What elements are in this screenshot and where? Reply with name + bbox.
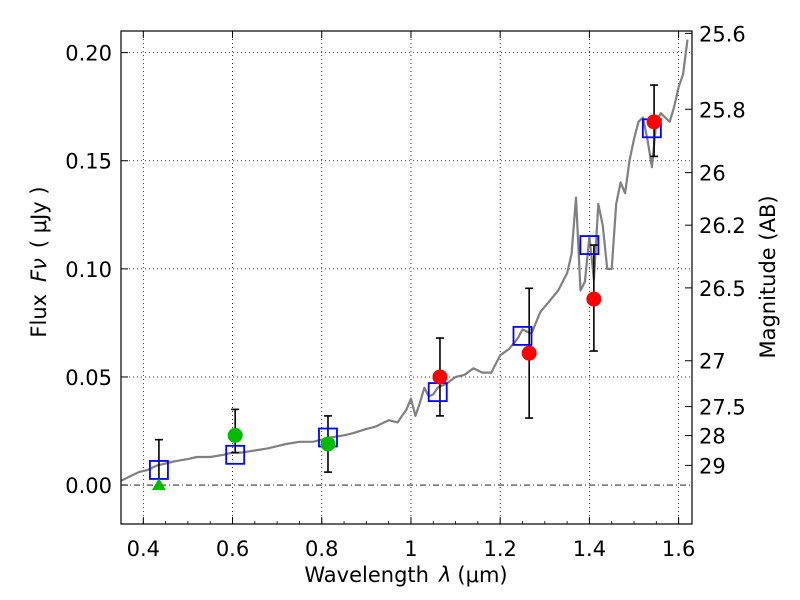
- right-tick-label: 27: [699, 350, 726, 374]
- x-tick-label: 1.6: [662, 537, 695, 561]
- right-tick-label: 27.5: [699, 396, 746, 420]
- x-tick-label: 1: [404, 537, 417, 561]
- x-tick-label: 1.4: [573, 537, 606, 561]
- observed-point: [646, 114, 662, 130]
- y-tick-label: 0.00: [65, 474, 112, 498]
- y-tick-label: 0.20: [65, 42, 112, 66]
- y-tick-label: 0.15: [65, 150, 112, 174]
- x-tick-labels: 0.4 0.6 0.8 1 1.2 1.4 1.6: [127, 537, 696, 561]
- sed-model-line: [121, 39, 689, 482]
- right-tick-label: 26.2: [699, 214, 746, 238]
- x-tick-label: 1.2: [483, 537, 516, 561]
- model-photometry-point: [225, 444, 246, 465]
- sed-model-line-group: [121, 39, 689, 482]
- grid-lines: [121, 31, 692, 524]
- right-tick-label: 28: [699, 425, 726, 449]
- observed-point: [432, 369, 448, 385]
- y-tick-label: 0.10: [65, 258, 112, 282]
- right-tick-label: 26.5: [699, 277, 746, 301]
- x-axis-title: Wavelength λ (μm): [304, 563, 507, 587]
- observed-point-triangle: [151, 478, 166, 491]
- model-photometry-point: [512, 325, 533, 346]
- right-axis-title: Magnitude (AB): [756, 195, 780, 358]
- right-tick-label: 25.6: [699, 22, 746, 46]
- x-tick-label: 0.6: [216, 537, 249, 561]
- x-tick-label: 0.4: [127, 537, 160, 561]
- y-axis-title: FluxFν( μJy ): [27, 186, 51, 337]
- observed-point: [227, 427, 243, 443]
- axis-ticks: [121, 31, 692, 524]
- right-tick-label: 25.8: [699, 98, 746, 122]
- observed-point: [521, 345, 537, 361]
- observed-point: [320, 436, 336, 452]
- right-tick-label: 29: [699, 454, 726, 478]
- y-tick-label: 0.05: [65, 366, 112, 390]
- model-photometry-point: [579, 235, 600, 255]
- right-tick-label: 26: [699, 162, 726, 186]
- observed-points: [151, 114, 662, 491]
- plot-area-frame: [120, 30, 693, 525]
- model-photometry-squares: [149, 118, 662, 480]
- y-tick-labels: 0.00 0.05 0.10 0.15 0.20: [65, 42, 112, 498]
- x-tick-label: 0.8: [305, 537, 338, 561]
- observed-point: [586, 291, 602, 307]
- right-tick-labels: 25.6 25.8 26 26.2 26.5 27 27.5 28 29: [699, 22, 746, 478]
